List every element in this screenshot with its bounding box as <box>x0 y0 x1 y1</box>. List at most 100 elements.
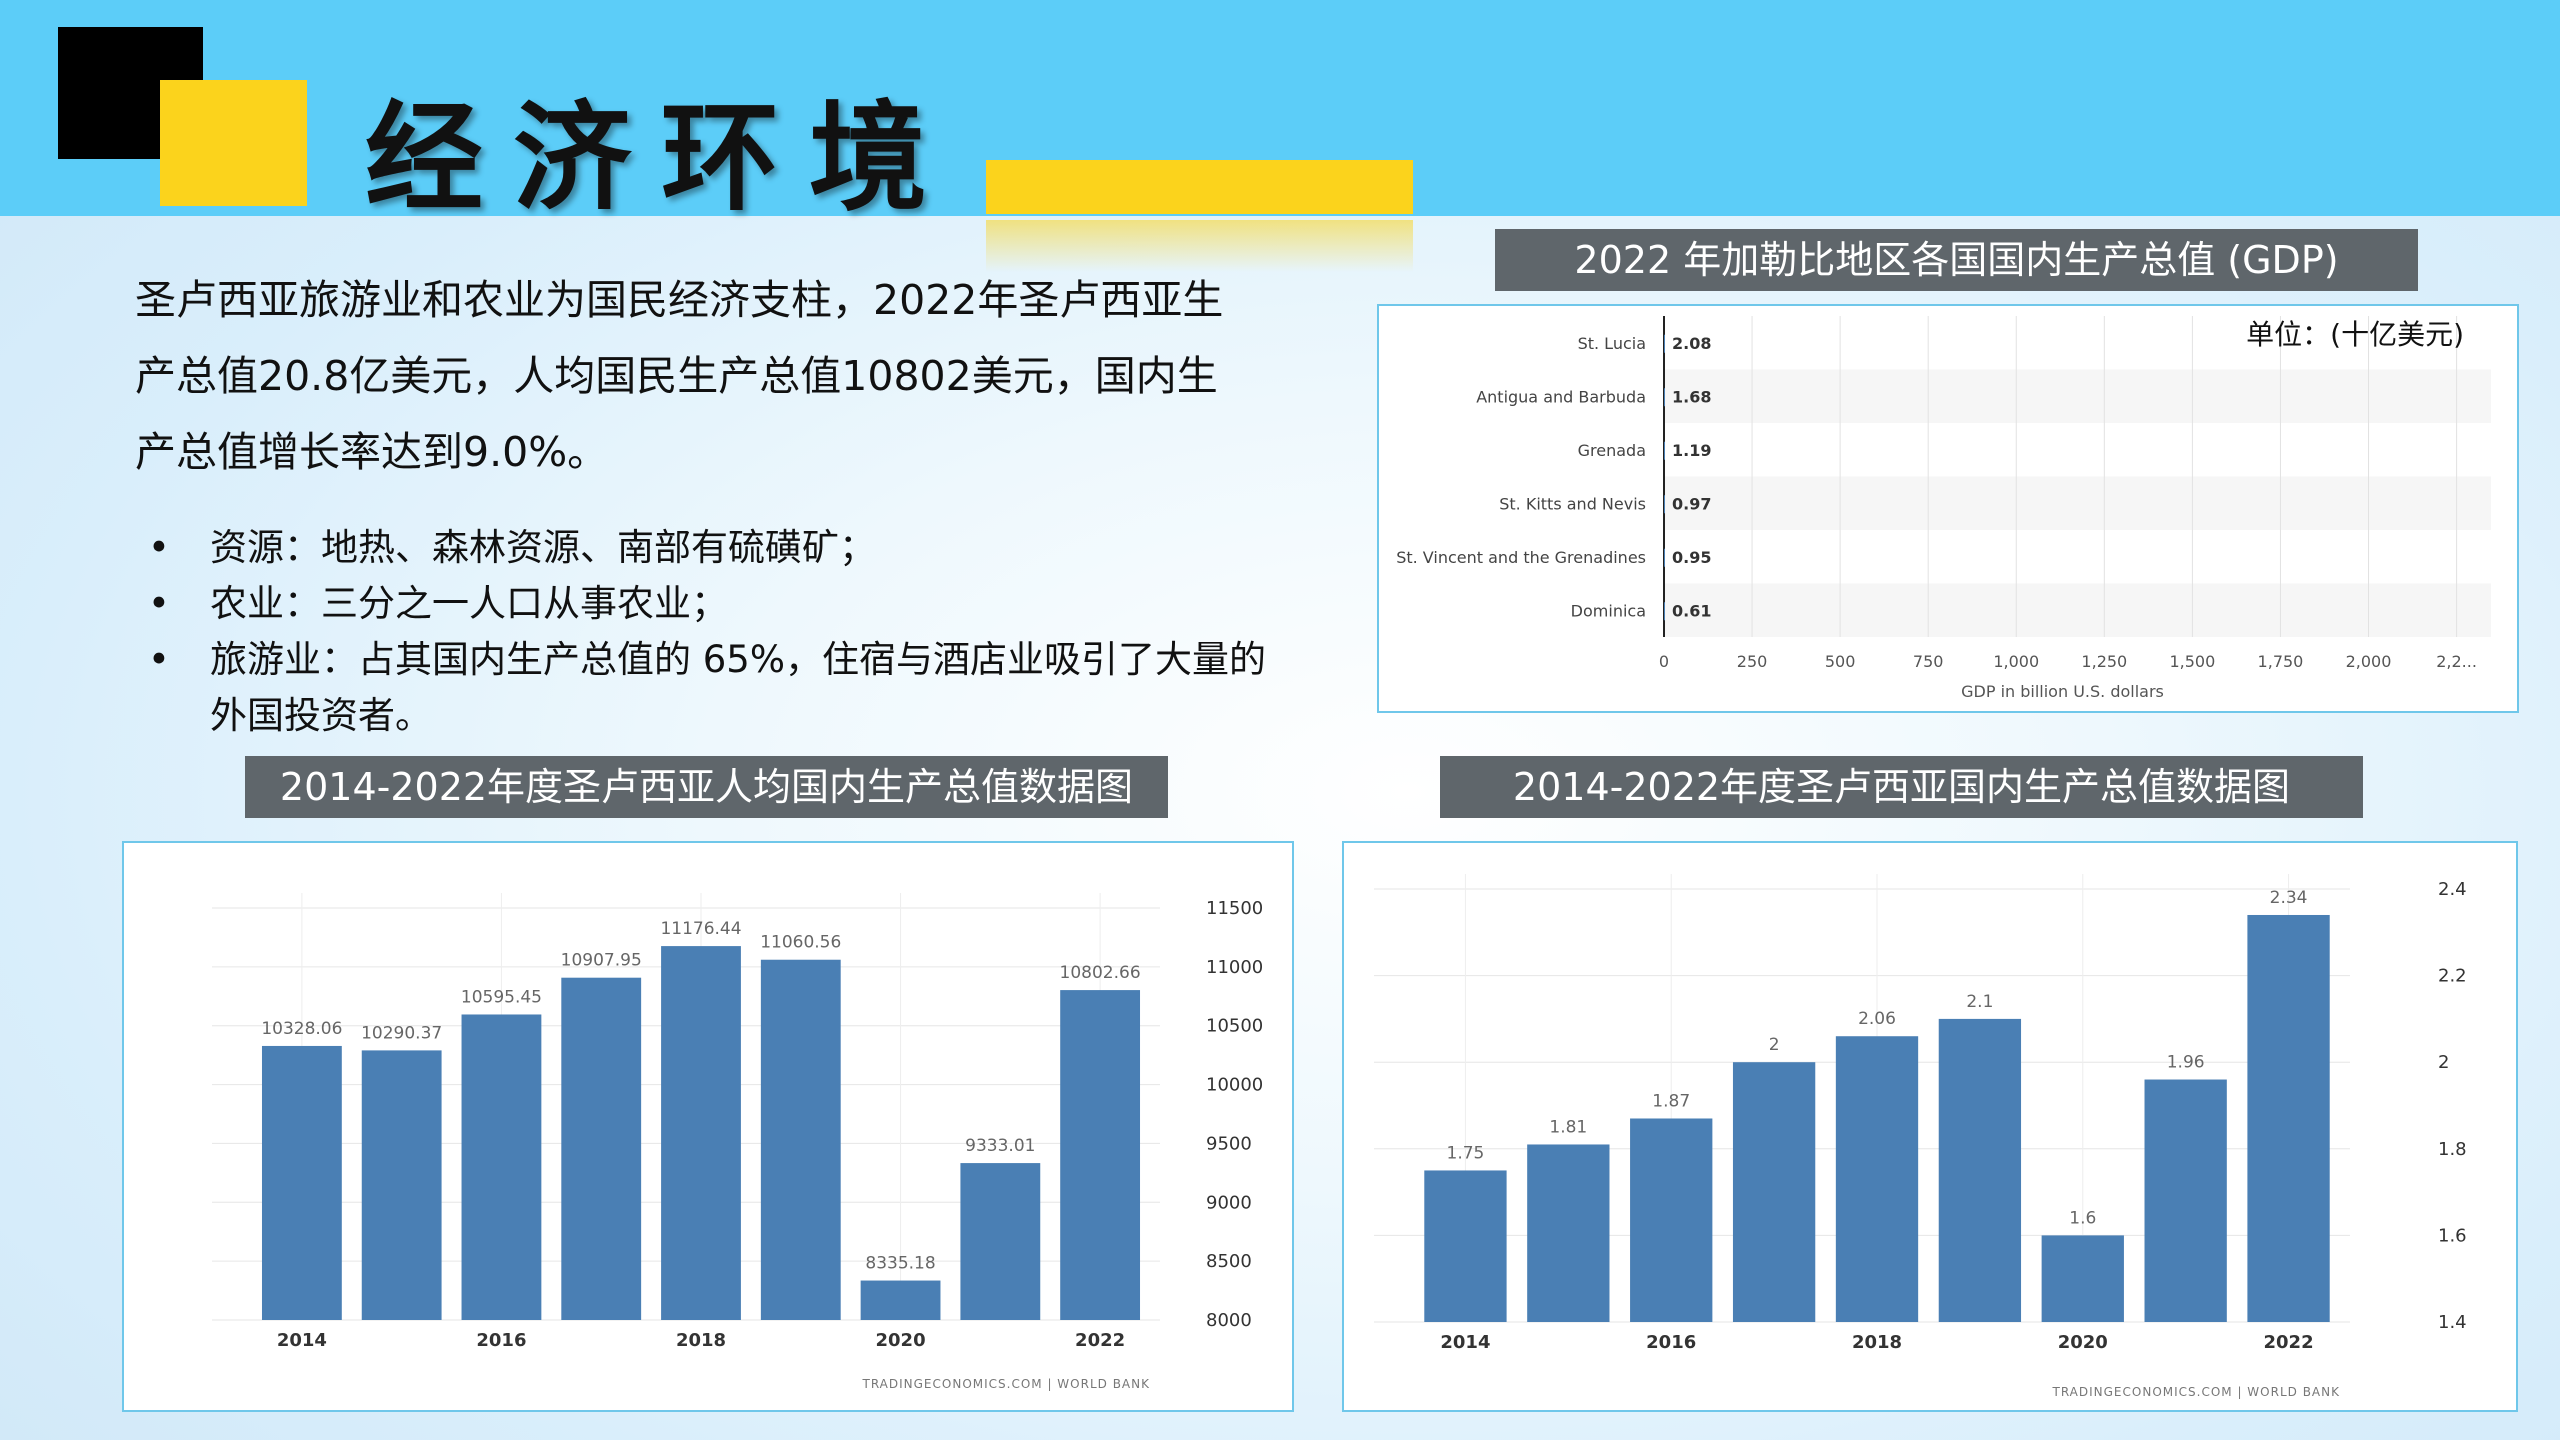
category-label: St. Kitts and Nevis <box>1499 494 1646 513</box>
decor-yellow-square <box>160 80 307 206</box>
x-tick-label: 1,000 <box>1993 652 2039 671</box>
data-label: 11176.44 <box>660 919 741 939</box>
data-label: 1.75 <box>1447 1143 1485 1163</box>
data-label: 11060.56 <box>760 933 841 953</box>
gdp-chart-title: 2014-2022年度圣卢西亚国内生产总值数据图 <box>1440 756 2363 818</box>
x-tick-label: 1,750 <box>2258 652 2304 671</box>
bar <box>1424 1170 1507 1322</box>
per-capita-chart-title: 2014-2022年度圣卢西亚人均国内生产总值数据图 <box>245 756 1168 818</box>
gdp-chart-panel: 2.4 2.2 2 1.8 1.6 1.4 1.75 2014 1.81 1.87 2016 2 2.0… <box>1342 841 2518 1412</box>
x-tick-label: 500 <box>1825 652 1856 671</box>
page-title: 经济环境 <box>365 89 958 227</box>
x-tick-label: 0 <box>1659 652 1669 671</box>
data-label: 1.6 <box>2069 1208 2096 1228</box>
decor-yellow-bar <box>986 160 1413 214</box>
bar <box>1835 1036 1919 1322</box>
y-tick-label: 10000 <box>1206 1075 1263 1096</box>
decor-yellow-fade <box>986 220 1413 272</box>
x-tick-label: 1,500 <box>2169 652 2215 671</box>
y-tick-label: 8500 <box>1206 1251 1252 1272</box>
data-label: 2.06 <box>1858 1009 1896 1029</box>
data-label: 10907.95 <box>561 951 642 971</box>
x-tick-label: 2016 <box>1646 1332 1696 1353</box>
data-label: 2.08 <box>1672 334 1711 353</box>
data-label: 1.96 <box>2167 1053 2205 1073</box>
x-tick-label: 2016 <box>476 1330 526 1351</box>
gdp-chart: 2.4 2.2 2 1.8 1.6 1.4 1.75 2014 1.81 1.87 2016 2 2.0… <box>1374 874 2467 1399</box>
category-label: Antigua and Barbuda <box>1476 387 1646 406</box>
x-tick-label: 2,000 <box>2346 652 2392 671</box>
caribbean-gdp-title: 2022 年加勒比地区各国国内生产总值 (GDP) <box>1495 229 2418 291</box>
y-tick-label: 2.4 <box>2438 879 2467 900</box>
bar <box>561 977 642 1320</box>
data-label: 10595.45 <box>461 987 542 1007</box>
data-label: 2 <box>1769 1035 1780 1055</box>
unit-note: 单位：(十亿美元) <box>2246 318 2464 351</box>
data-label: 10802.66 <box>1060 963 1141 983</box>
per-capita-chart-panel: 11500 11000 10500 10000 9500 9000 8500 8000 1032… <box>122 841 1294 1412</box>
x-tick-label: 2,2... <box>2436 652 2477 671</box>
x-tick-label: 2018 <box>1852 1332 1902 1353</box>
x-tick-label: 1,250 <box>2081 652 2127 671</box>
y-tick-label: 2.2 <box>2438 966 2467 987</box>
intro-paragraph: 圣卢西亚旅游业和农业为国民经济支柱，2022年圣卢西亚生产总值20.8亿美元，人… <box>135 276 1224 476</box>
x-tick-label: 2014 <box>1440 1332 1490 1353</box>
bar <box>1664 548 1665 567</box>
bar <box>661 946 741 1320</box>
source-label: TRADINGECONOMICS.COM | WORLD BANK <box>2051 1385 2340 1399</box>
row-band <box>1664 369 2491 423</box>
caribbean-gdp-chart: 0 250 500 750 1,000 1,250 1,500 1,750 2,000 2,2..… <box>1396 316 2491 701</box>
bar <box>1732 1062 1816 1322</box>
bullet-item: 资源：地热、森林资源、南部有硫磺矿； <box>148 520 1288 576</box>
y-tick-label: 1.6 <box>2438 1225 2467 1246</box>
data-label: 1.81 <box>1549 1117 1587 1137</box>
bar <box>860 1280 941 1320</box>
category-label: St. Lucia <box>1578 334 1646 353</box>
data-label: 8335.18 <box>865 1254 935 1274</box>
x-tick-label: 2022 <box>2264 1332 2314 1353</box>
y-tick-label: 9000 <box>1206 1192 1252 1213</box>
y-tick-label: 10500 <box>1206 1016 1263 1037</box>
data-label: 2.1 <box>1966 992 1993 1012</box>
bar <box>361 1050 442 1320</box>
bar <box>1664 441 1665 460</box>
data-label: 0.61 <box>1672 601 1711 620</box>
y-tick-label: 11000 <box>1206 957 1263 978</box>
bullet-list: 资源：地热、森林资源、南部有硫磺矿； 农业：三分之一人口从事农业； 旅游业：占其… <box>148 520 1288 744</box>
x-axis-label: GDP in billion U.S. dollars <box>1961 682 2164 701</box>
category-label: Dominica <box>1571 601 1646 620</box>
bar <box>1060 990 1141 1320</box>
data-label: 10328.06 <box>261 1019 342 1039</box>
x-tick-label: 2014 <box>277 1330 327 1351</box>
bar <box>1664 388 1665 407</box>
bar <box>760 959 841 1320</box>
x-tick-label: 2020 <box>2058 1332 2108 1353</box>
row-band <box>1664 476 2491 530</box>
bar <box>461 1014 542 1320</box>
bar <box>1664 495 1665 514</box>
source-label: TRADINGECONOMICS.COM | WORLD BANK <box>861 1377 1150 1391</box>
bar <box>2144 1079 2227 1322</box>
x-tick-label: 750 <box>1913 652 1944 671</box>
bar <box>1664 602 1665 621</box>
y-tick-label: 9500 <box>1206 1133 1252 1154</box>
y-tick-label: 2 <box>2438 1052 2449 1073</box>
category-label: Grenada <box>1578 441 1646 460</box>
data-label: 1.68 <box>1672 387 1711 406</box>
bullet-item: 旅游业：占其国内生产总值的 65%，住宿与酒店业吸引了大量的外国投资者。 <box>148 632 1288 744</box>
x-tick-label: 2020 <box>876 1330 926 1351</box>
data-label: 9333.01 <box>965 1136 1035 1156</box>
category-label: St. Vincent and the Grenadines <box>1396 548 1646 567</box>
x-tick-label: 2022 <box>1075 1330 1125 1351</box>
bar <box>1527 1144 1610 1322</box>
bar <box>261 1045 342 1320</box>
y-tick-label: 8000 <box>1206 1310 1252 1331</box>
data-label: 2.34 <box>2270 888 2308 908</box>
data-label: 1.19 <box>1672 441 1711 460</box>
bar <box>960 1163 1041 1320</box>
y-tick-label: 1.8 <box>2438 1139 2467 1160</box>
bar <box>1630 1118 1713 1322</box>
bar <box>2247 914 2330 1322</box>
row-band <box>1664 583 2491 637</box>
y-tick-label: 1.4 <box>2438 1312 2467 1333</box>
